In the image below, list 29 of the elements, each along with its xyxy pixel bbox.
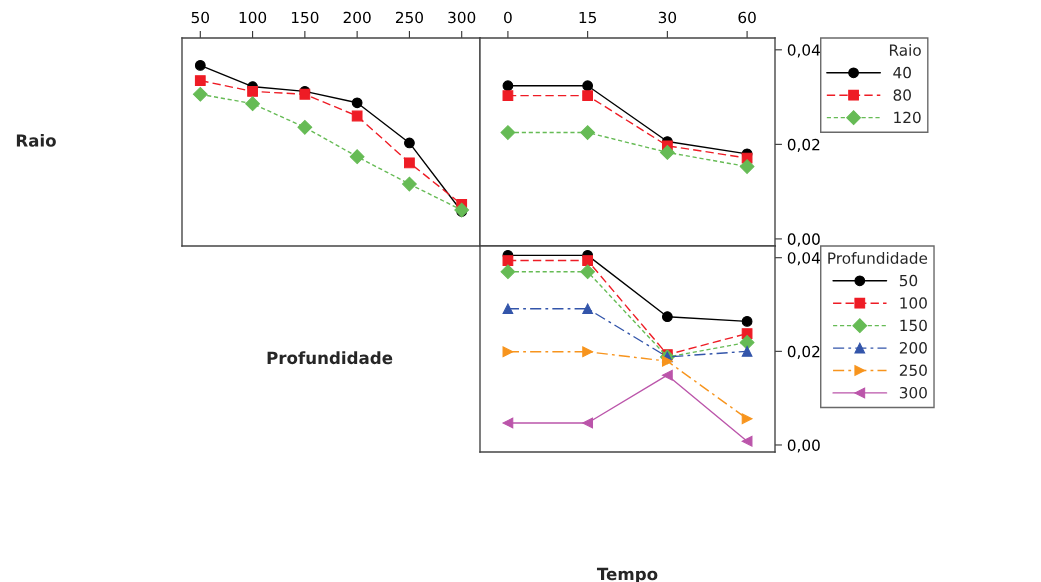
legend-title: Raio [889, 44, 921, 56]
legend-label: 120 [894, 111, 921, 124]
x-tick-label: 60 [738, 11, 756, 24]
legend-label: 80 [893, 89, 911, 101]
y-tick-label: 0,04 [787, 252, 820, 266]
legend-label: 150 [900, 319, 927, 332]
x-tick-label: 250 [395, 11, 423, 24]
x-tick-label: 15 [579, 11, 597, 24]
x-tick-label: 300 [448, 11, 476, 24]
y-tick-label: 0,04 [787, 44, 820, 58]
x-tick-label: 100 [239, 11, 267, 24]
legend-label: 200 [899, 342, 927, 354]
legend-label: 50 [899, 274, 918, 287]
y-axis-title: Raio [16, 133, 56, 147]
x-tick-label: 150 [291, 11, 319, 24]
x-tick-label: 50 [191, 11, 209, 24]
legend-label: 100 [900, 297, 927, 309]
y-tick-label: 0,02 [787, 138, 820, 152]
x-tick-label: 0 [504, 11, 512, 24]
legend-label: 40 [893, 66, 911, 79]
legend-label: 300 [899, 386, 927, 399]
legend-label: 250 [899, 364, 927, 377]
x-tick-label: 30 [658, 11, 677, 24]
y-tick-label: 0,00 [787, 439, 820, 453]
y-tick-label: 0,00 [787, 233, 820, 247]
y-tick-label: 0,02 [787, 345, 820, 359]
legend-title: Profundidade [828, 252, 928, 264]
x-tick-label: 200 [343, 11, 371, 24]
y-axis-title: Profundidade [267, 351, 393, 365]
